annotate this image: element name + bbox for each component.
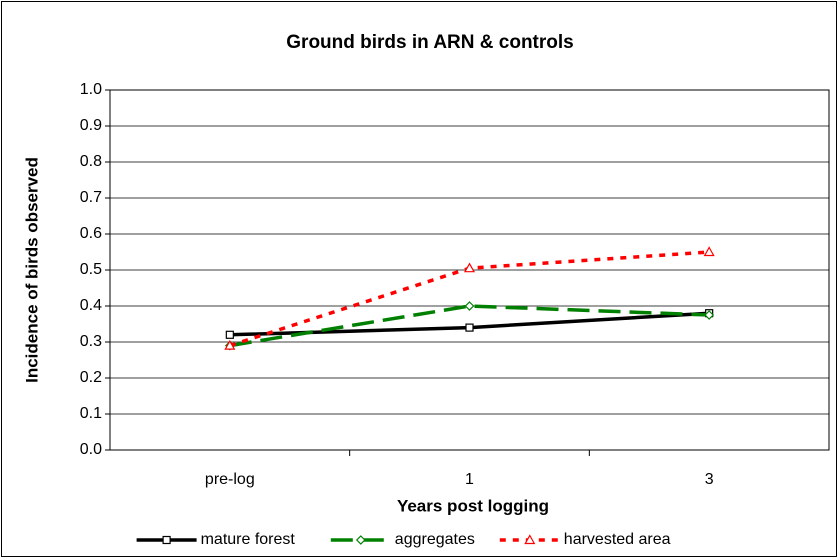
marker (704, 310, 715, 320)
x-tick-label: 1 (465, 471, 474, 488)
marker (225, 330, 234, 339)
marker (224, 339, 236, 350)
y-tick-label: 0.5 (80, 261, 102, 278)
y-tick-label: 0.0 (80, 441, 102, 458)
y-axis-title: Incidence of birds observed (22, 157, 41, 383)
marker (465, 323, 474, 332)
legend-label: mature forest (201, 531, 296, 548)
chart-title: Ground birds in ARN & controls (286, 32, 573, 53)
y-tick-label: 0.3 (80, 333, 102, 350)
y-tick-label: 0.8 (80, 153, 102, 170)
y-tick-label: 1.0 (80, 81, 102, 98)
legend-marker (162, 535, 171, 545)
legend-label: harvested area (564, 531, 671, 548)
x-tick-label: 3 (705, 471, 714, 488)
legend-marker (355, 535, 366, 545)
legend-marker (524, 534, 536, 545)
x-axis-title: Years post logging (397, 496, 549, 515)
y-tick-label: 0.6 (80, 225, 102, 242)
marker (463, 262, 476, 273)
y-tick-label: 0.4 (80, 297, 102, 314)
y-tick-label: 0.1 (80, 405, 102, 422)
y-tick-label: 0.2 (80, 369, 102, 386)
legend-label: aggregates (395, 531, 475, 548)
series-line (229, 304, 710, 348)
y-tick-label: 0.9 (80, 117, 102, 134)
x-tick-label: pre-log (205, 471, 255, 488)
marker (464, 301, 475, 311)
marker (703, 246, 715, 257)
y-tick-label: 0.7 (80, 189, 102, 206)
